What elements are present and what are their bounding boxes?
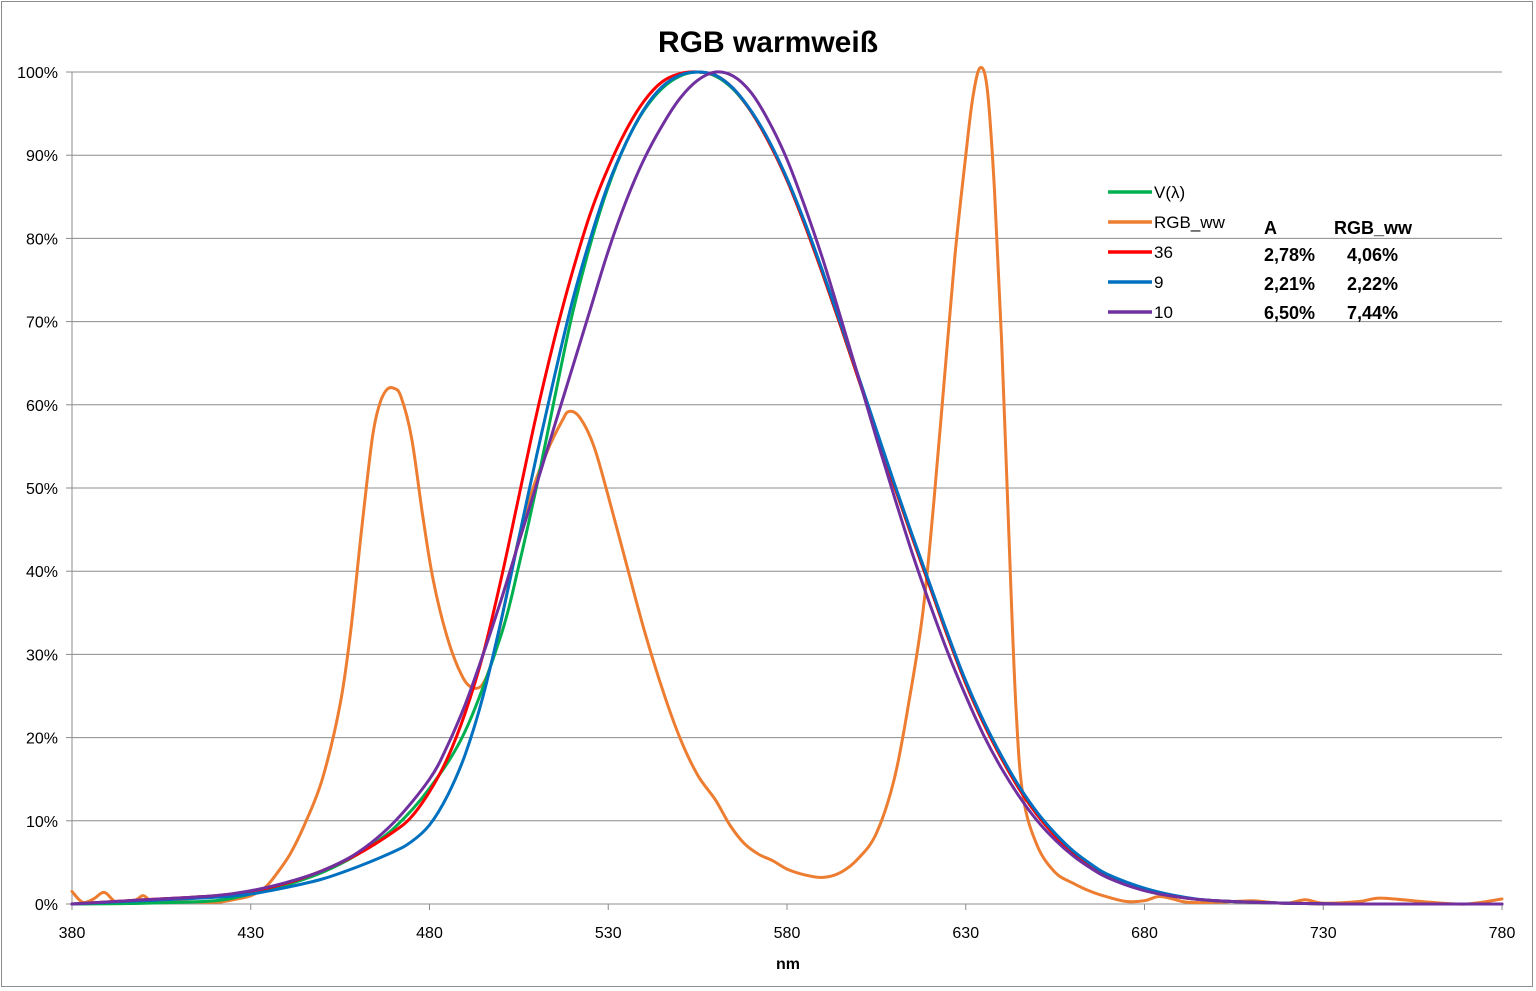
y-tick-label: 100% [17,65,58,82]
x-axis-ticks: 380 430 480 530 580 630 680 730 780 [59,925,1516,942]
y-tick-label: 50% [26,481,58,498]
table-cell-rgb: 4,06% [1347,245,1398,265]
legend: V(λ) RGB_ww 36 9 10 [1108,183,1226,322]
x-tick-label: 680 [1131,925,1158,942]
series-line-3 [70,70,1504,906]
y-tick-label: 60% [26,398,58,415]
grid-lines [66,71,1503,910]
legend-label: RGB_ww [1154,213,1226,232]
x-tick-label: 430 [237,925,264,942]
legend-label: 10 [1154,303,1173,322]
x-tick-label: 380 [59,925,86,942]
y-tick-label: 90% [26,148,58,165]
table-cell-a: 2,21% [1264,274,1315,294]
y-tick-label: 0% [35,897,58,914]
y-axis-ticks: 0% 10% 20% 30% 40% 50% 60% 70% 80% 90% 100% [17,65,58,914]
y-tick-label: 40% [26,564,58,581]
series-line-1 [70,66,1504,906]
table-cell-rgb: 7,44% [1347,303,1398,323]
x-axis-label: nm [776,956,800,973]
table-header-a: A [1264,218,1277,238]
y-tick-label: 20% [26,731,58,748]
y-tick-label: 30% [26,647,58,664]
x-tick-label: 730 [1310,925,1337,942]
x-tick-label: 630 [952,925,979,942]
table-cell-rgb: 2,22% [1347,274,1398,294]
chart-title: RGB warmweiß [658,26,878,59]
legend-label: V(λ) [1154,183,1185,202]
deviation-table: A RGB_ww 2,78% 4,06% 2,21% 2,22% 6,50% 7,44% [1264,218,1413,323]
series-lines [70,66,1504,906]
legend-label: 9 [1154,273,1163,292]
table-cell-a: 2,78% [1264,245,1315,265]
x-tick-label: 580 [774,925,801,942]
series-line-4 [70,70,1504,906]
legend-label: 36 [1154,243,1173,262]
y-tick-label: 70% [26,315,58,332]
x-tick-label: 780 [1489,925,1516,942]
x-tick-label: 480 [416,925,443,942]
y-tick-label: 10% [26,814,58,831]
table-header-rgb: RGB_ww [1334,218,1413,238]
table-cell-a: 6,50% [1264,303,1315,323]
x-tick-label: 530 [595,925,622,942]
y-tick-label: 80% [26,231,58,248]
